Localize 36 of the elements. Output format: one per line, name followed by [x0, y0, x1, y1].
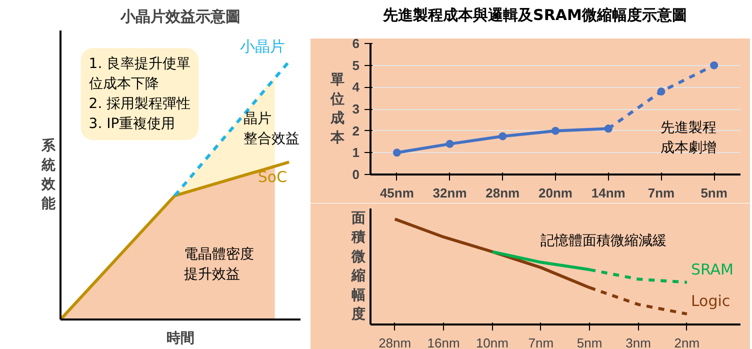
x-tick-label: 32nm — [432, 186, 467, 200]
series-label: 小晶片 — [240, 37, 286, 56]
x-tick-label: 45nm — [380, 186, 414, 200]
annotation: 先進製程成本劇增 — [660, 120, 717, 156]
x-tick-label: 5nm — [576, 336, 602, 349]
annotation: 晶片整合效益 — [244, 110, 300, 147]
chart-title: 小晶片效益示意圖 — [120, 8, 240, 26]
chart-title: 先進製程成本與邏輯及SRAM微縮幅度示意圖 — [383, 5, 687, 26]
x-tick-label: 7nm — [648, 186, 675, 200]
y-tick-label: 5 — [352, 58, 360, 73]
annotation: 1. 良率提升使單位成本下降 2. 採用製程彈性 3. IP重複使用 — [88, 56, 191, 132]
series-label: Logic — [690, 292, 730, 310]
series-label: SRAM — [690, 260, 734, 278]
y-axis-title: 系統效能 — [40, 138, 56, 212]
x-tick-label: 28nm — [486, 186, 520, 200]
x-tick-label: 20nm — [538, 186, 572, 200]
y-axis-title: 面積微縮幅度 — [350, 210, 366, 322]
x-tick-label: 10nm — [476, 336, 508, 349]
y-axis-title: 單位成本 — [329, 72, 346, 146]
annotation: 記憶體面積微縮減緩 — [540, 232, 667, 249]
x-tick-label: 16nm — [427, 336, 460, 349]
x-tick-label: 7nm — [528, 336, 554, 349]
x-tick-label: 3nm — [626, 336, 651, 349]
y-tick-label: 4 — [352, 80, 360, 95]
y-tick-label: 6 — [352, 36, 360, 51]
series-label: SoC — [258, 168, 288, 186]
y-tick-label: 3 — [352, 102, 360, 116]
x-tick-label: 2nm — [674, 336, 700, 349]
y-tick-label: 1 — [352, 145, 360, 160]
x-tick-label: 14nm — [591, 186, 626, 200]
x-tick-label: 5nm — [700, 186, 728, 200]
y-tick-label: 2 — [352, 123, 360, 138]
y-tick-label: 0 — [352, 167, 360, 182]
x-tick-label: 28nm — [378, 336, 412, 349]
annotation: 電晶體密度提升效益 — [184, 246, 254, 283]
x-axis-title: 時間 — [166, 330, 194, 346]
